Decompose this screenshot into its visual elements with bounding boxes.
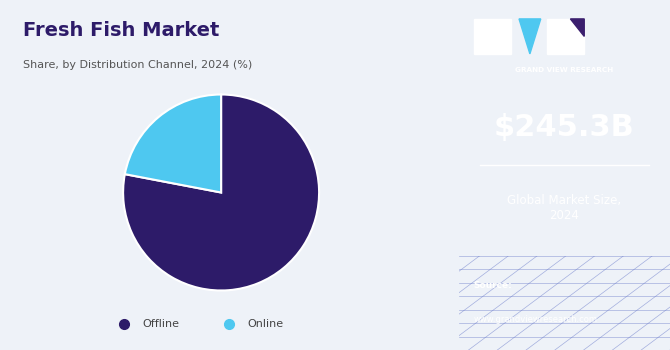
- Wedge shape: [123, 94, 319, 290]
- Polygon shape: [519, 19, 541, 54]
- Polygon shape: [570, 19, 584, 36]
- Text: www.grandviewresearch.com: www.grandviewresearch.com: [474, 315, 598, 324]
- Text: Offline: Offline: [142, 319, 180, 329]
- Bar: [474, 19, 511, 54]
- Text: $245.3B: $245.3B: [494, 113, 635, 142]
- Text: Global Market Size,
2024: Global Market Size, 2024: [507, 194, 622, 222]
- Text: Fresh Fish Market: Fresh Fish Market: [23, 21, 219, 40]
- Text: GRAND VIEW RESEARCH: GRAND VIEW RESEARCH: [515, 68, 614, 74]
- Bar: [547, 19, 584, 54]
- Wedge shape: [125, 94, 221, 192]
- Text: Source:: Source:: [474, 281, 513, 290]
- Text: Share, by Distribution Channel, 2024 (%): Share, by Distribution Channel, 2024 (%): [23, 60, 252, 70]
- Text: Online: Online: [248, 319, 284, 329]
